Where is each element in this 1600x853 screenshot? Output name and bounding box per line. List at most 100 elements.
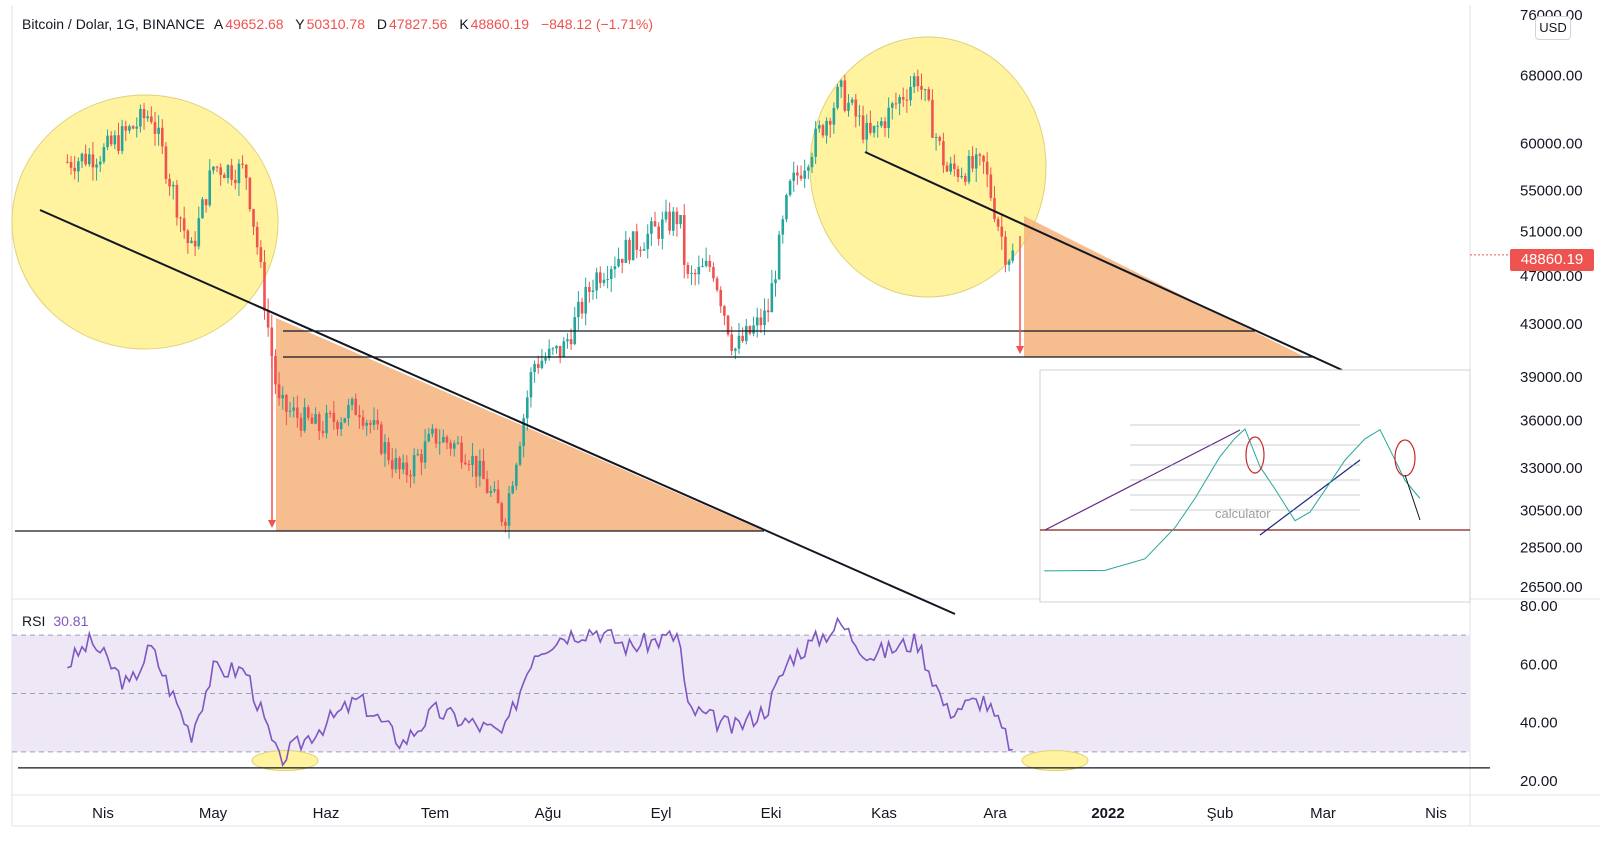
candle-body xyxy=(113,135,117,145)
candle-body xyxy=(624,239,628,263)
candle-body xyxy=(474,455,478,477)
candle-body xyxy=(339,422,343,430)
candle-body xyxy=(832,107,836,125)
inset-price-line xyxy=(1044,428,1421,572)
candle-body xyxy=(274,355,277,385)
candle-body xyxy=(799,175,803,179)
rsi-low-circle-right xyxy=(1021,750,1089,772)
price-tick-label: 28500.00 xyxy=(1520,539,1583,556)
candle-body xyxy=(452,443,456,449)
candle-body xyxy=(704,260,708,267)
triangle-left xyxy=(276,318,764,531)
candle-body xyxy=(401,462,405,470)
candle-body xyxy=(686,264,690,274)
symbol-name: Bitcoin / Dolar, 1G, BINANCE xyxy=(22,16,205,32)
candle-body xyxy=(98,161,102,165)
candle-body xyxy=(215,166,219,168)
candle-body xyxy=(734,348,737,351)
candle-body xyxy=(628,239,631,261)
inset-trendline-right xyxy=(1259,459,1361,536)
rsi-tick-label: 20.00 xyxy=(1520,773,1558,790)
candle-body xyxy=(803,170,806,179)
candle-body xyxy=(471,455,474,466)
low-label: D xyxy=(376,16,388,32)
candle-body xyxy=(248,177,252,210)
candle-body xyxy=(661,219,664,239)
candle-body xyxy=(920,86,923,90)
candle-body xyxy=(383,442,387,454)
candle-body xyxy=(942,141,945,166)
candle-body xyxy=(533,363,536,373)
drop-arrowhead-right xyxy=(1016,346,1024,354)
candle-body xyxy=(843,80,847,111)
candle-body xyxy=(730,334,733,351)
candle-body xyxy=(719,290,723,307)
candle-body xyxy=(536,363,540,368)
time-tick-label: 2022 xyxy=(1091,805,1124,822)
time-tick-label: May xyxy=(199,805,228,822)
candle-body xyxy=(347,405,350,419)
candle-body xyxy=(766,310,770,313)
candle-body xyxy=(785,195,788,220)
time-tick-label: Mar xyxy=(1310,805,1336,822)
candle-body xyxy=(420,454,423,463)
time-tick-label: Ağu xyxy=(535,805,562,822)
candle-body xyxy=(350,398,354,406)
candle-body xyxy=(657,226,660,239)
candle-body xyxy=(847,102,850,111)
candle-body xyxy=(598,272,602,283)
candle-body xyxy=(438,442,441,444)
candle-body xyxy=(186,230,190,244)
price-tick-label: 51000.00 xyxy=(1520,224,1583,241)
candle-body xyxy=(482,460,485,480)
candle-body xyxy=(157,127,160,134)
candle-body xyxy=(328,412,332,414)
inset-watermark: calculator xyxy=(1215,506,1271,521)
candle-body xyxy=(292,407,295,411)
candle-body xyxy=(317,414,321,431)
time-tick-label: Ara xyxy=(983,805,1007,822)
candle-body xyxy=(197,218,201,247)
price-tick-label: 43000.00 xyxy=(1520,316,1583,333)
candle-body xyxy=(303,407,306,431)
candle-body xyxy=(909,86,912,101)
time-tick-label: Eki xyxy=(761,805,782,822)
candle-body xyxy=(781,219,785,235)
candle-body xyxy=(175,184,179,218)
candle-body xyxy=(223,174,226,179)
top-circle-right xyxy=(809,36,1047,298)
candle-body xyxy=(387,442,390,461)
candle-body xyxy=(566,339,569,342)
candle-body xyxy=(927,89,931,100)
time-tick-label: Tem xyxy=(421,805,449,822)
inset-chart xyxy=(1039,369,1471,603)
low-value: 47827.56 xyxy=(389,16,448,32)
candle-body xyxy=(642,249,646,251)
candle-body xyxy=(427,433,431,442)
candle-body xyxy=(332,412,336,423)
candle-body xyxy=(788,180,792,196)
price-tick-label: 30500.00 xyxy=(1520,503,1583,520)
candle-body xyxy=(376,420,379,425)
price-tick-label: 26500.00 xyxy=(1520,579,1583,596)
candle-body xyxy=(544,357,547,361)
candle-body xyxy=(106,135,109,148)
candle-body xyxy=(876,125,879,127)
currency-button[interactable]: USD xyxy=(1535,16,1571,40)
candle-body xyxy=(880,121,883,126)
candle-body xyxy=(861,115,865,140)
candle-body xyxy=(993,197,996,220)
candle-body xyxy=(288,410,292,412)
candle-body xyxy=(872,125,876,133)
candle-body xyxy=(796,172,799,176)
candle-body xyxy=(336,422,339,430)
candle-body xyxy=(839,80,843,87)
candle-body xyxy=(171,184,175,187)
candle-body xyxy=(150,116,153,123)
candle-body xyxy=(442,436,445,443)
candle-body xyxy=(591,290,595,292)
candle-body xyxy=(555,345,558,349)
time-tick-label: Nis xyxy=(1425,805,1447,822)
candle-body xyxy=(814,128,817,157)
